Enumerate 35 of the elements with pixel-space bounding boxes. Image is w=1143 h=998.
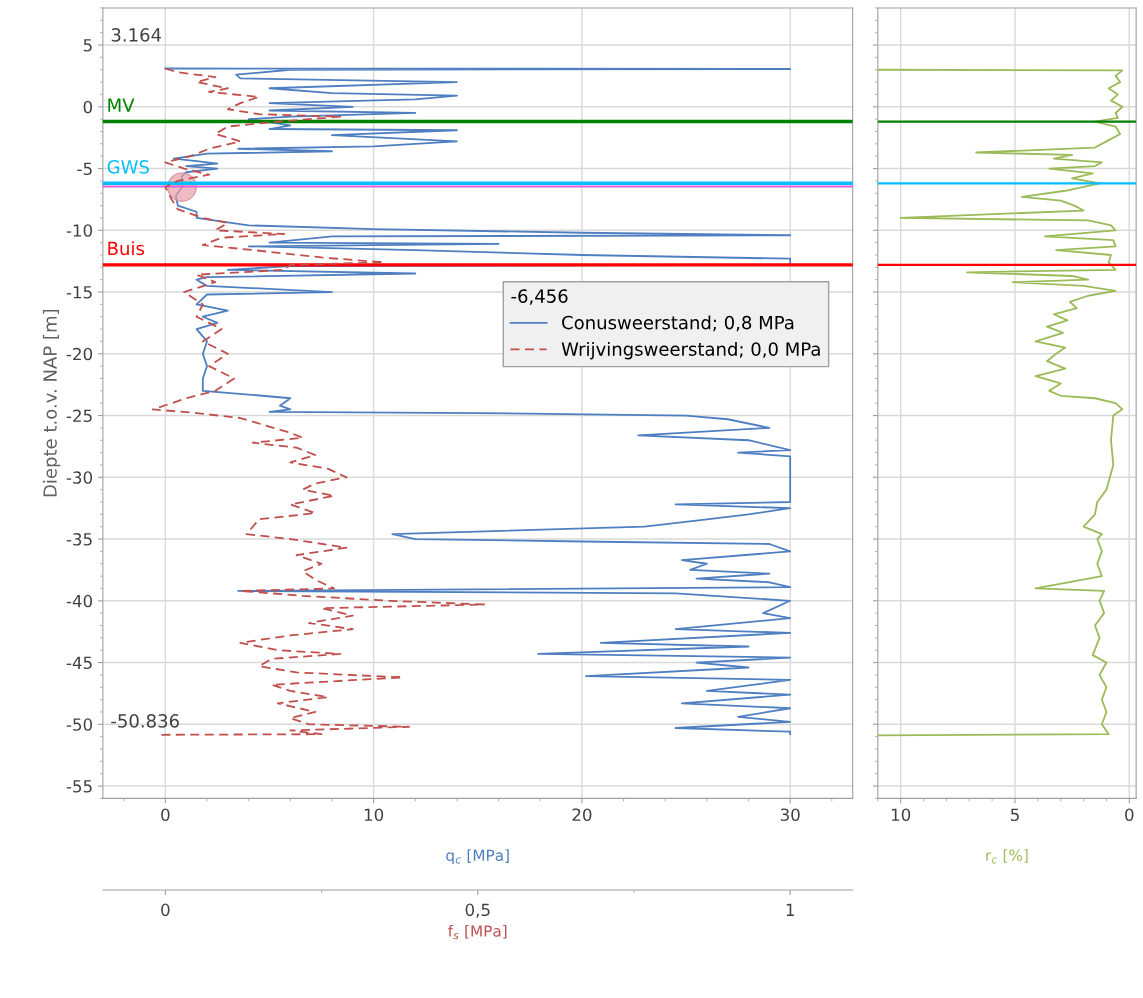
ref-line-label: Buis [108,241,144,256]
x-tick-label: 20 [572,808,592,822]
y-tick-label: 5 [83,39,92,52]
ref-line-label: MV [108,98,135,112]
x-tick-label: 0 [1125,808,1134,822]
y-tick-label: -20 [66,347,93,361]
x-axis-title: q$_{c}$ [MPa] [446,849,509,865]
y-tick-label: -35 [66,533,92,546]
y-tick-label: -45 [66,656,92,670]
y-tick-label: -15 [66,286,92,299]
x-tick-label: 30 [780,808,800,822]
x-tick-label: 5 [1010,808,1019,822]
annotation: 3.164 [111,28,162,42]
y-axis-title: Diepte t.o.v. NAP [m] [42,309,61,497]
x2-tick-label: 0 [161,903,170,917]
legend-title: -6,456 [511,289,568,305]
y-tick-label: -50 [66,718,93,731]
legend-label: Conusweerstand; 0,8 MPa [562,315,794,332]
y-tick-label: -10 [66,224,93,237]
ref-line-label: GWS [107,160,149,174]
legend-label: Wrijvingsweerstand; 0,0 MPa [561,341,820,360]
x2-tick-label: 1 [786,903,794,916]
y-tick-label: -25 [66,409,92,423]
x-axis-title: r$_{c}$ [%] [986,849,1028,864]
y-tick-label: 0 [83,100,93,114]
y-tick-label: -40 [66,594,93,608]
y-tick-label: -30 [66,471,93,484]
annotation: -50.836 [111,714,179,728]
x-tick-label: 0 [161,808,170,822]
x-tick-label: 10 [364,808,384,822]
x2-tick-label: 0,5 [465,903,490,918]
x2-axis-title: f$_{s}$ [MPa] [448,924,507,940]
y-tick-label: -55 [66,780,92,793]
y-tick-label: -5 [77,162,92,176]
x-tick-label: 10 [891,808,911,822]
